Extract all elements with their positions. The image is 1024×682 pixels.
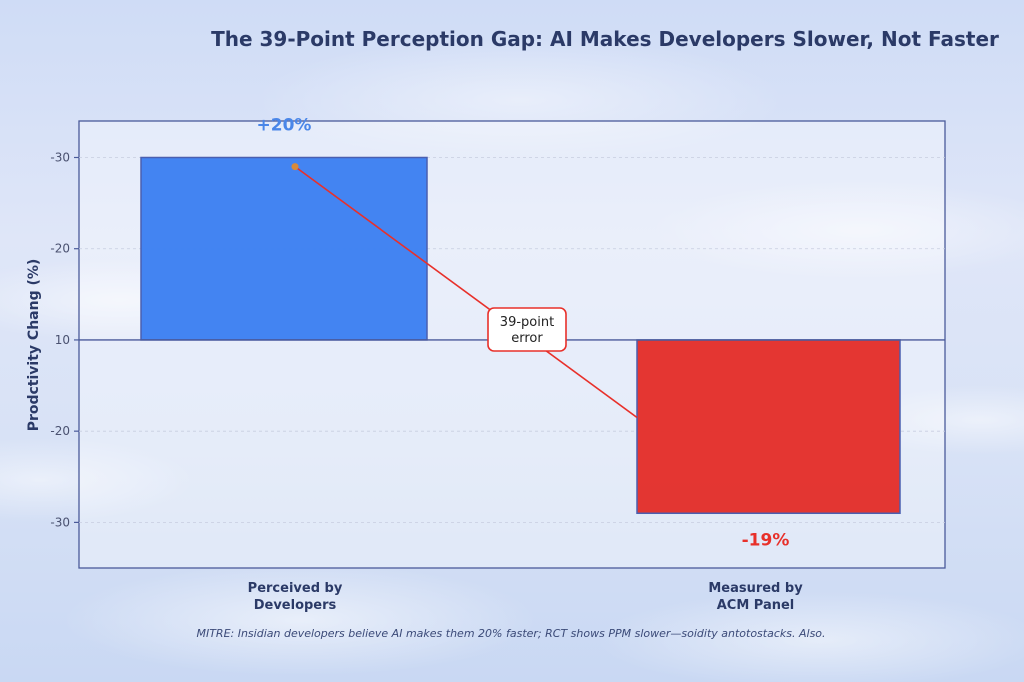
bar	[140, 156, 428, 341]
x-axis-categories: Perceived by Developers Measured by ACM Pan…	[248, 581, 804, 613]
x-category-label: ACM Panel	[717, 598, 795, 613]
chart-caption: MITRE: Insidian developers believe AI ma…	[196, 627, 825, 640]
y-axis-ticks: -30 -20 10 -20 -30	[50, 150, 79, 529]
y-axis-label: Prodctivity Chang (%)	[26, 259, 42, 432]
x-category-label: Measured by	[708, 581, 803, 596]
y-tick-label: -30	[50, 150, 70, 164]
annotation-text: error	[511, 331, 543, 346]
data-label: +20%	[257, 115, 312, 135]
x-category-label: Perceived by	[248, 581, 343, 596]
bars	[140, 156, 901, 515]
annotation-line	[294, 165, 638, 419]
y-tick-label: -20	[50, 242, 70, 256]
y-tick-label: 10	[55, 333, 70, 347]
chart-title: The 39-Point Perception Gap: AI Makes De…	[211, 27, 999, 51]
bar	[636, 339, 901, 515]
x-category-label: Developers	[254, 598, 337, 613]
y-tick-label: -30	[50, 515, 70, 529]
data-label: -19%	[742, 530, 790, 550]
data-labels: +20% -19%	[257, 115, 790, 550]
annotation-start-marker	[291, 163, 299, 171]
annotation-box	[487, 307, 567, 352]
annotation-text: 39-point	[500, 315, 554, 330]
y-tick-label: -20	[50, 424, 70, 438]
